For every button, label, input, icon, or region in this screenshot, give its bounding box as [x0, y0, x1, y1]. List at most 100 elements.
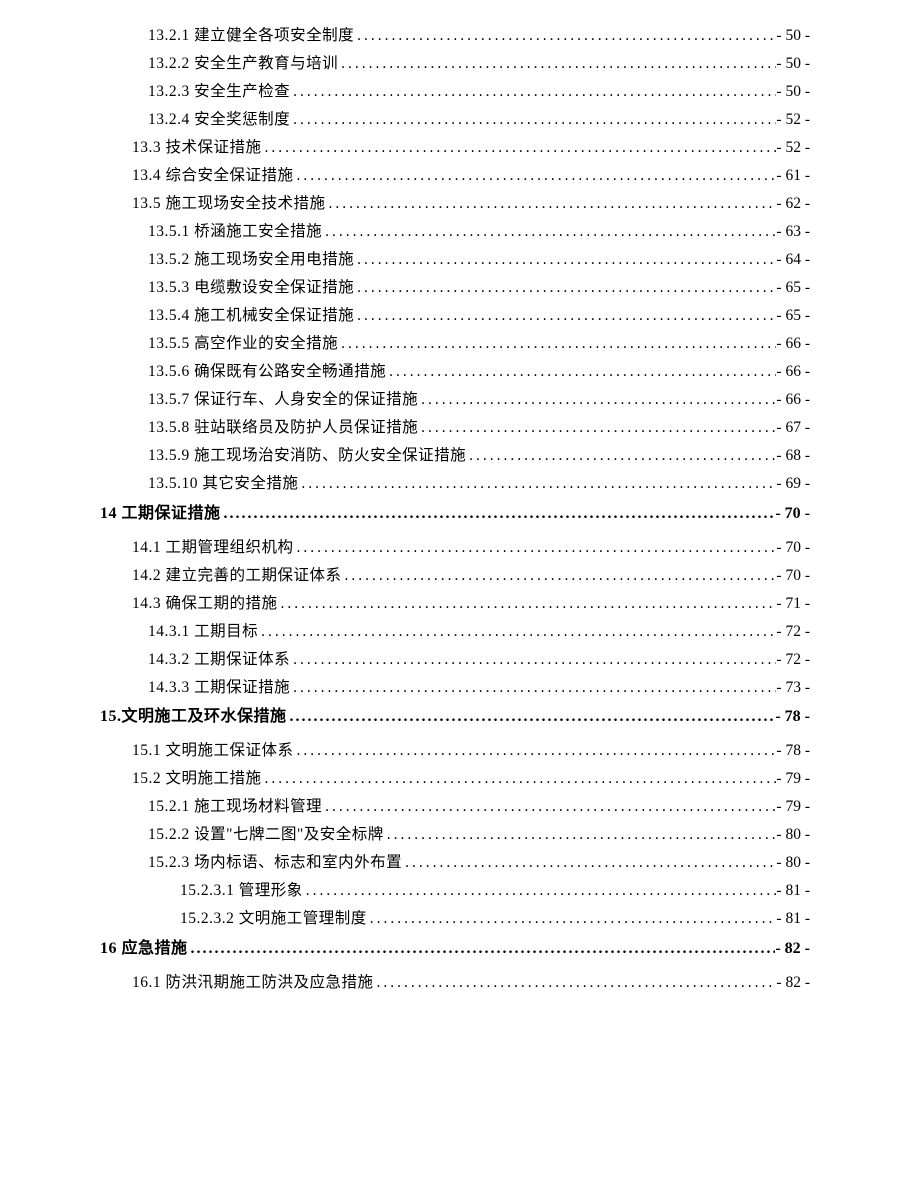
toc-label: 15.2.1 施工现场材料管理: [148, 799, 322, 815]
table-of-contents: 13.2.1 建立健全各项安全制度- 50 - 13.2.2 安全生产教育与培训 -…: [100, 28, 810, 990]
toc-page-number: - 50 -: [776, 28, 810, 44]
toc-entry: 16 应急措施 - 82 -: [100, 941, 810, 957]
toc-entry: 16.1 防洪汛期施工防洪及应急措施- 82 -: [100, 975, 810, 991]
toc-page-number: - 64 -: [776, 252, 810, 268]
toc-label: 15.2 文明施工措施: [132, 771, 262, 787]
toc-page-number: - 62 -: [776, 196, 810, 212]
toc-label: 13.5.2 施工现场安全用电措施: [148, 252, 354, 268]
toc-label: 13.2.4 安全奖惩制度: [148, 112, 290, 128]
toc-leader-dots: [298, 476, 776, 492]
toc-leader-dots: [278, 596, 777, 612]
toc-label: 13.5 施工现场安全技术措施: [132, 196, 326, 212]
toc-entry: 14.2 建立完善的工期保证体系- 70 -: [100, 568, 810, 584]
toc-label: 14.3 确保工期的措施: [132, 596, 278, 612]
toc-page-number: - 52 -: [776, 140, 810, 156]
toc-leader-dots: [322, 799, 776, 815]
toc-entry: 13.2.2 安全生产教育与培训 - 50 -: [100, 56, 810, 72]
toc-page-number: - 52 -: [776, 112, 810, 128]
toc-label: 13.5.10 其它安全措施: [148, 476, 298, 492]
toc-entry: 13.3 技术保证措施- 52 -: [100, 140, 810, 156]
toc-leader-dots: [384, 827, 777, 843]
toc-label: 13.5.3 电缆敷设安全保证措施: [148, 280, 354, 296]
toc-entry: 15.2 文明施工措施 - 79 -: [100, 771, 810, 787]
toc-page-number: - 66 -: [776, 336, 810, 352]
toc-label: 14.1 工期管理组织机构: [132, 540, 294, 556]
toc-page-number: - 69 -: [776, 476, 810, 492]
toc-entry: 15.1 文明施工保证体系- 78 -: [100, 743, 810, 759]
toc-leader-dots: [367, 911, 777, 927]
toc-page-number: - 70 -: [776, 568, 810, 584]
toc-page-number: - 79 -: [776, 771, 810, 787]
toc-page-number: - 70 -: [775, 506, 810, 522]
toc-entry: 13.5.8 驻站联络员及防护人员保证措施 - 67 -: [100, 420, 810, 436]
toc-label: 13.5.4 施工机械安全保证措施: [148, 308, 354, 324]
toc-entry: 15.2.1 施工现场材料管理 - 79 -: [100, 799, 810, 815]
toc-label: 14.3.3 工期保证措施: [148, 680, 290, 696]
toc-label: 14 工期保证措施: [100, 506, 221, 522]
toc-page-number: - 72 -: [776, 624, 810, 640]
toc-page-number: - 80 -: [776, 827, 810, 843]
toc-entry: 13.2.1 建立健全各项安全制度- 50 -: [100, 28, 810, 44]
toc-label: 13.5.5 高空作业的安全措施: [148, 336, 338, 352]
toc-entry: 15.2.3.2 文明施工管理制度 - 81 -: [100, 911, 810, 927]
toc-entry: 13.5.4 施工机械安全保证措施 - 65 -: [100, 308, 810, 324]
toc-entry: 14.1 工期管理组织机构 - 70 -: [100, 540, 810, 556]
toc-page-number: - 67 -: [776, 420, 810, 436]
toc-leader-dots: [303, 883, 777, 899]
toc-leader-dots: [402, 855, 776, 871]
toc-page-number: - 66 -: [776, 392, 810, 408]
toc-leader-dots: [262, 771, 777, 787]
toc-label: 13.5.8 驻站联络员及防护人员保证措施: [148, 420, 418, 436]
toc-label: 13.5.1 桥涵施工安全措施: [148, 224, 322, 240]
toc-label: 16 应急措施: [100, 941, 188, 957]
toc-page-number: - 71 -: [776, 596, 810, 612]
toc-entry: 14 工期保证措施 - 70 -: [100, 506, 810, 522]
toc-entry: 13.5 施工现场安全技术措施 - 62 -: [100, 196, 810, 212]
toc-leader-dots: [354, 280, 776, 296]
toc-page-number: - 61 -: [776, 168, 810, 184]
toc-label: 15.2.3.2 文明施工管理制度: [180, 911, 367, 927]
toc-leader-dots: [338, 336, 776, 352]
toc-label: 14.3.1 工期目标: [148, 624, 258, 640]
toc-page-number: - 79 -: [776, 799, 810, 815]
toc-entry: 13.5.3 电缆敷设安全保证措施 - 65 -: [100, 280, 810, 296]
toc-leader-dots: [262, 140, 777, 156]
toc-page-number: - 70 -: [776, 540, 810, 556]
toc-page-number: - 65 -: [776, 280, 810, 296]
toc-label: 13.5.7 保证行车、人身安全的保证措施: [148, 392, 418, 408]
toc-entry: 13.5.10 其它安全措施 - 69 -: [100, 476, 810, 492]
toc-label: 13.5.6 确保既有公路安全畅通措施: [148, 364, 386, 380]
toc-leader-dots: [290, 680, 776, 696]
toc-page-number: - 50 -: [776, 84, 810, 100]
toc-entry: 13.5.9 施工现场治安消防、防火安全保证措施- 68 -: [100, 448, 810, 464]
toc-entry: 14.3.1 工期目标 - 72 -: [100, 624, 810, 640]
toc-label: 15.2.3.1 管理形象: [180, 883, 303, 899]
toc-leader-dots: [354, 252, 776, 268]
toc-leader-dots: [342, 568, 777, 584]
toc-leader-dots: [354, 28, 776, 44]
toc-entry: 14.3.3 工期保证措施- 73 -: [100, 680, 810, 696]
toc-page-number: - 66 -: [776, 364, 810, 380]
toc-leader-dots: [294, 540, 777, 556]
toc-page-number: - 78 -: [775, 709, 810, 725]
toc-entry: 13.2.4 安全奖惩制度 - 52 -: [100, 112, 810, 128]
toc-leader-dots: [322, 224, 776, 240]
toc-leader-dots: [418, 392, 776, 408]
toc-page-number: - 72 -: [776, 652, 810, 668]
toc-leader-dots: [290, 112, 776, 128]
toc-leader-dots: [326, 196, 777, 212]
toc-page-number: - 63 -: [776, 224, 810, 240]
toc-page-number: - 65 -: [776, 308, 810, 324]
toc-page-number: - 82 -: [775, 941, 810, 957]
toc-entry: 15.2.2 设置"七牌二图"及安全标牌- 80 -: [100, 827, 810, 843]
toc-leader-dots: [188, 941, 776, 957]
toc-label: 13.2.2 安全生产教育与培训: [148, 56, 338, 72]
toc-leader-dots: [386, 364, 776, 380]
toc-entry: 15.文明施工及环水保措施- 78 -: [100, 709, 810, 725]
toc-leader-dots: [290, 84, 776, 100]
toc-leader-dots: [338, 56, 776, 72]
toc-page-number: - 80 -: [776, 855, 810, 871]
toc-label: 13.5.9 施工现场治安消防、防火安全保证措施: [148, 448, 466, 464]
toc-page-number: - 50 -: [776, 56, 810, 72]
toc-leader-dots: [294, 743, 777, 759]
